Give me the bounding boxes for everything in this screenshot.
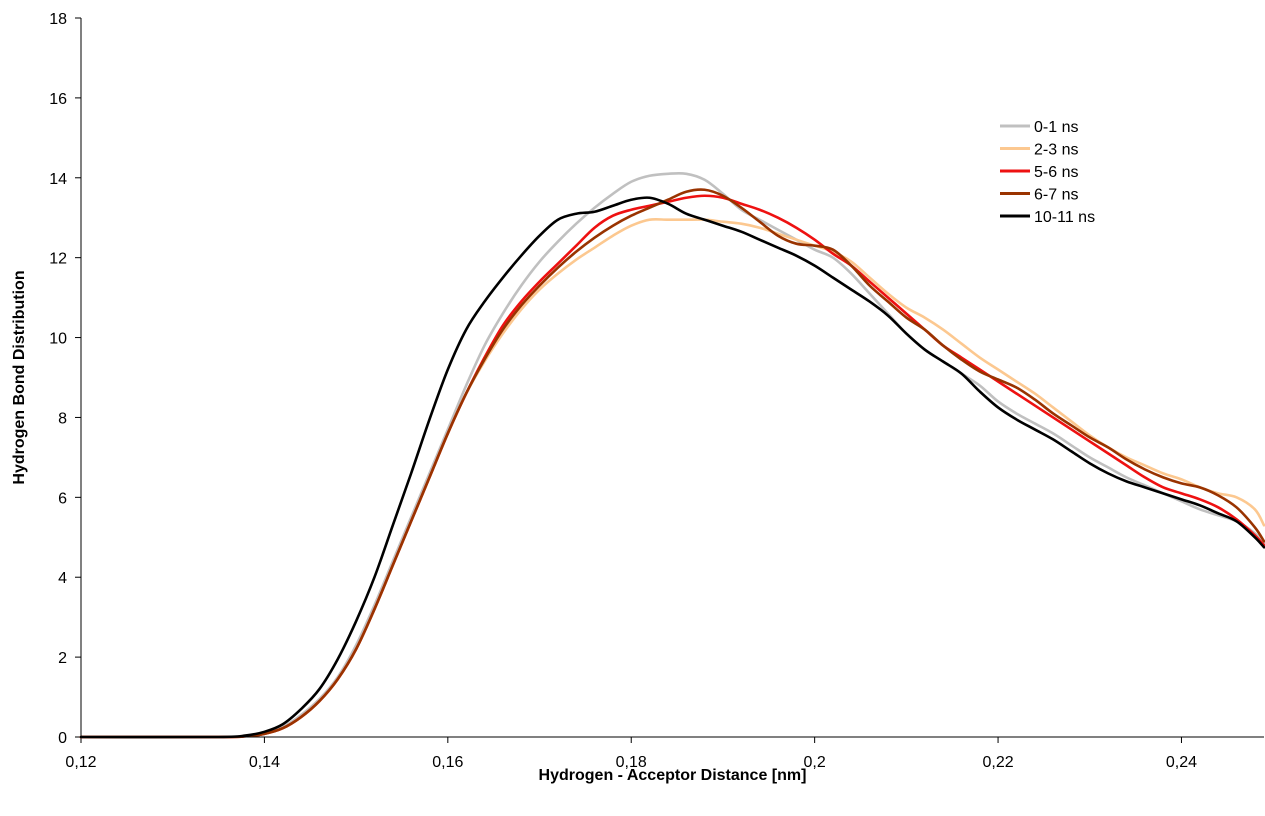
y-tick-label: 16 [49, 91, 67, 108]
series-line-0-1-ns [79, 171, 1265, 739]
y-tick-label: 0 [58, 730, 67, 747]
y-tick-label: 10 [49, 331, 67, 348]
y-tick-label: 6 [58, 490, 67, 507]
series-line-5-6-ns [79, 194, 1265, 739]
x-tick-label: 0,22 [982, 754, 1013, 771]
y-tick-label: 8 [58, 410, 67, 427]
y-axis-title: Hydrogen Bond Distribution [11, 270, 28, 484]
y-tick-label: 4 [58, 570, 67, 587]
x-tick-label: 0,16 [432, 754, 463, 771]
y-axis-ticks: 0 2 4 6 8 10 12 14 16 18 [49, 11, 81, 747]
x-tick-label: 0,24 [1166, 754, 1197, 771]
legend-label: 10-11 ns [1034, 209, 1095, 226]
legend-label: 2-3 ns [1034, 142, 1078, 159]
y-tick-label: 14 [49, 171, 67, 188]
x-tick-label: 0,2 [804, 754, 826, 771]
x-tick-label: 0,12 [65, 754, 96, 771]
legend: 0-1 ns 2-3 ns 5-6 ns 6-7 ns 10-11 ns [1000, 119, 1095, 226]
series-line-6-7-ns [79, 188, 1265, 739]
y-tick-label: 2 [58, 650, 67, 667]
y-tick-label: 18 [49, 11, 67, 28]
legend-label: 0-1 ns [1034, 119, 1078, 136]
series-line-10-11-ns [79, 196, 1265, 739]
x-axis-ticks: 0,12 0,14 0,16 0,18 0,2 0,22 0,24 [65, 737, 1197, 771]
x-axis-title: Hydrogen - Acceptor Distance [nm] [539, 767, 807, 784]
y-tick-label: 12 [49, 251, 67, 268]
legend-label: 5-6 ns [1034, 164, 1078, 181]
series-layer [79, 171, 1265, 739]
x-tick-label: 0,18 [616, 754, 647, 771]
x-tick-label: 0,14 [249, 754, 280, 771]
legend-label: 6-7 ns [1034, 187, 1078, 204]
series-line-2-3-ns [79, 217, 1265, 739]
